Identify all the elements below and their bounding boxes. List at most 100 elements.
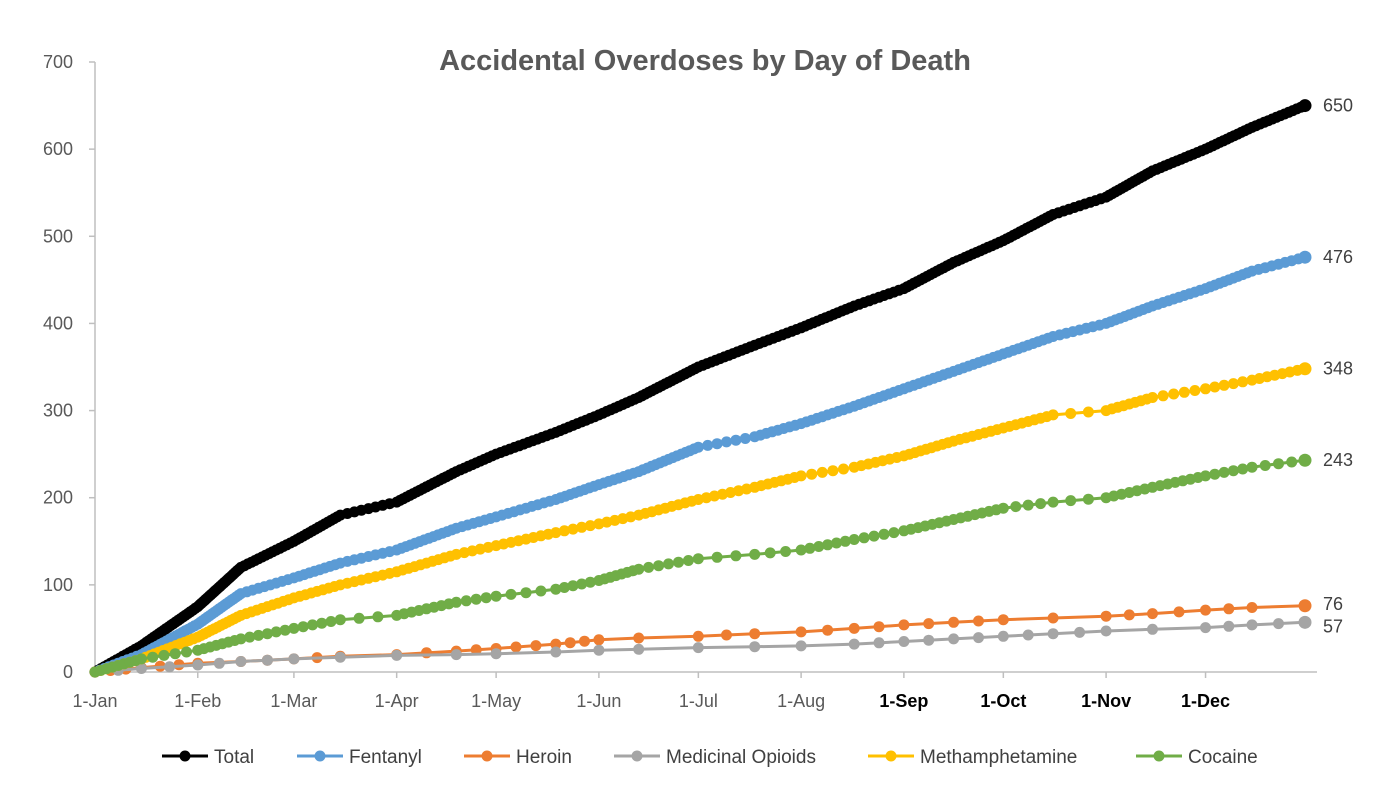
y-tick-label: 0 <box>63 662 73 682</box>
series-point-heroin <box>579 635 590 647</box>
series-point-cocaine <box>1047 496 1059 508</box>
series-point-cocaine <box>372 611 384 623</box>
series-point-medicinal-opioids <box>1223 620 1235 632</box>
series-point-heroin <box>948 616 960 628</box>
x-tick-label: 1-Oct <box>980 691 1026 711</box>
series-point-cocaine <box>460 595 472 607</box>
series-point-methamphetamine <box>1147 392 1158 403</box>
legend-swatch-marker <box>314 750 326 762</box>
legend-item-medicinal-opioids: Medicinal Opioids <box>614 747 816 768</box>
series-point-cocaine <box>261 628 273 640</box>
series-point-methamphetamine <box>1209 381 1221 393</box>
series-point-medicinal-opioids <box>795 640 807 652</box>
series-medicinal-opioids <box>89 615 1312 678</box>
series-point-methamphetamine <box>838 463 849 475</box>
legend-swatch-marker <box>631 750 643 762</box>
series-point-medicinal-opioids <box>213 657 225 669</box>
series-point-heroin <box>873 621 885 633</box>
series-point-cocaine <box>839 535 851 547</box>
series-point-medicinal-opioids <box>550 646 562 658</box>
series-point-cocaine <box>831 537 842 549</box>
chart-title: Accidental Overdoses by Day of Death <box>439 45 971 77</box>
series-point-cocaine <box>470 593 482 605</box>
series-point-cocaine <box>848 534 860 545</box>
series-point-cocaine <box>1082 493 1094 505</box>
series-point-fentanyl <box>721 436 732 448</box>
series-point-fentanyl <box>702 439 714 451</box>
series-point-fentanyl <box>1298 250 1312 264</box>
series-point-methamphetamine <box>558 525 570 537</box>
y-tick-label: 200 <box>43 488 73 508</box>
series-point-heroin <box>1200 604 1211 616</box>
series-point-cocaine <box>692 553 704 565</box>
series-point-cocaine <box>334 614 346 626</box>
series-point-medicinal-opioids <box>1100 625 1112 637</box>
series-point-cocaine <box>1065 495 1077 507</box>
series-point-cocaine <box>450 596 462 608</box>
series-point-cocaine <box>804 542 816 554</box>
series-point-heroin <box>997 614 1009 626</box>
series-point-methamphetamine <box>584 520 596 532</box>
legend-item-total: Total <box>162 747 254 768</box>
series-point-methamphetamine <box>1082 406 1094 418</box>
series-point-heroin <box>470 644 482 656</box>
series-point-cocaine <box>288 622 300 634</box>
series-point-cocaine <box>169 648 181 660</box>
series-point-heroin <box>822 624 834 636</box>
series-point-cocaine <box>297 621 309 633</box>
series-point-medicinal-opioids <box>164 661 176 673</box>
series-point-cocaine <box>711 551 723 563</box>
x-tick-label: 1-Dec <box>1181 691 1230 711</box>
series-layer <box>89 99 1312 678</box>
series-point-cocaine <box>135 653 147 665</box>
series-point-medicinal-opioids <box>391 649 403 661</box>
series-point-cocaine <box>795 544 807 556</box>
series-point-cocaine <box>1209 468 1221 480</box>
series-point-medicinal-opioids <box>235 656 247 667</box>
legend-label: Heroin <box>516 747 572 768</box>
series-point-heroin <box>1123 609 1135 621</box>
x-tick-label: 1-Sep <box>879 691 928 711</box>
series-point-heroin <box>550 638 562 650</box>
series-point-heroin <box>898 619 910 631</box>
legend-label: Medicinal Opioids <box>666 747 816 768</box>
series-point-methamphetamine <box>1237 376 1249 388</box>
legend-item-methamphetamine: Methamphetamine <box>868 747 1077 768</box>
series-point-heroin <box>973 615 984 627</box>
series-point-fentanyl <box>730 434 742 446</box>
series-point-cocaine <box>682 555 694 566</box>
series-point-heroin <box>510 641 522 653</box>
series-point-heroin <box>923 618 935 630</box>
series-point-medicinal-opioids <box>948 633 960 645</box>
series-point-heroin <box>1147 608 1158 620</box>
series-point-cocaine <box>1273 458 1284 470</box>
series-point-cocaine <box>505 588 517 600</box>
legend: Total Fentanyl Heroin Medicinal Opioids Meth… <box>162 747 1258 768</box>
series-point-cocaine <box>270 626 282 638</box>
x-tick-label: 1-Feb <box>174 691 221 711</box>
series-point-cocaine <box>1010 501 1022 513</box>
y-tick-label: 600 <box>43 139 73 159</box>
y-tick-label: 700 <box>43 52 73 72</box>
series-point-heroin <box>721 629 732 641</box>
legend-item-cocaine: Cocaine <box>1136 747 1258 768</box>
series-point-cocaine <box>764 547 776 559</box>
series-point-heroin <box>421 647 432 659</box>
series-point-cocaine <box>813 541 825 552</box>
series-point-heroin <box>530 640 542 652</box>
series-point-cocaine <box>253 629 264 641</box>
series-point-cocaine <box>316 617 328 629</box>
series-point-medicinal-opioids <box>450 649 462 661</box>
series-point-cocaine <box>643 561 655 573</box>
x-tick-label: 1-Jul <box>679 691 718 711</box>
series-point-methamphetamine <box>1189 385 1201 396</box>
series-point-medicinal-opioids <box>898 636 910 647</box>
series-point-medicinal-opioids <box>261 654 273 666</box>
series-point-medicinal-opioids <box>749 641 761 653</box>
series-point-methamphetamine <box>1227 378 1239 390</box>
series-point-cocaine <box>730 550 742 562</box>
legend-label: Fentanyl <box>349 747 422 768</box>
series-point-cocaine <box>235 633 247 645</box>
